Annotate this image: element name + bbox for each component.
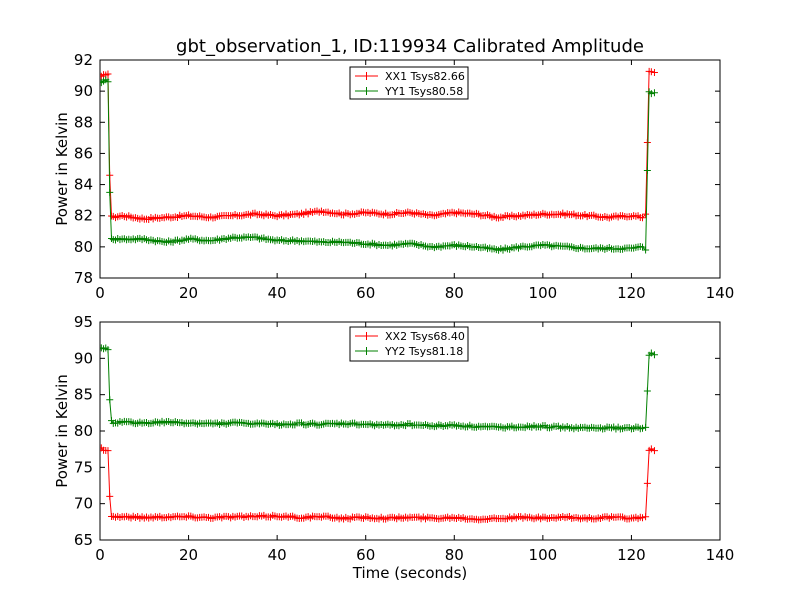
data-point [643, 387, 651, 395]
x-tick-label: 120 [617, 284, 646, 302]
x-tick-label: 80 [445, 546, 464, 564]
x-tick-label: 100 [529, 284, 558, 302]
y-tick-label: 95 [74, 313, 93, 331]
data-point [104, 70, 112, 78]
x-tick-label: 20 [179, 284, 198, 302]
legend: XX1 Tsys82.66 YY1 Tsys80.58 [349, 66, 469, 100]
data-point [650, 89, 658, 97]
data-point [650, 447, 658, 455]
y-tick-label: 80 [74, 422, 93, 440]
legend-label: YY1 Tsys80.58 [384, 85, 463, 98]
y-tick-label: 80 [74, 238, 93, 256]
data-point [647, 349, 655, 357]
x-tick-label: 140 [706, 284, 735, 302]
data-point [642, 246, 650, 254]
y-tick-label: 90 [74, 82, 93, 100]
data-point [647, 68, 655, 76]
data-point [104, 447, 112, 455]
data-point [104, 346, 112, 354]
data-point [639, 424, 646, 432]
y-tick-label: 90 [74, 349, 93, 367]
legend-box [349, 326, 469, 362]
y-tick-label: 70 [74, 495, 93, 513]
y-tick-label: 65 [74, 531, 93, 549]
y-tick-label: 84 [74, 176, 93, 194]
legend-label: XX1 Tsys82.66 [385, 70, 465, 83]
series-markers-1 [100, 67, 658, 224]
series-group [100, 344, 658, 524]
y-tick-label: 78 [74, 269, 93, 287]
series-markers-2 [100, 344, 658, 433]
x-tick-label: 0 [95, 546, 105, 564]
y-tick-label: 92 [74, 51, 93, 69]
x-tick-label: 40 [268, 546, 287, 564]
data-point [643, 139, 651, 147]
chart-title: gbt_observation_1, ID:119934 Calibrated … [176, 36, 644, 57]
y-axis-label: Power in Kelvin [53, 112, 71, 226]
legend-label: YY2 Tsys81.18 [384, 345, 463, 358]
series-markers-1 [100, 444, 658, 524]
x-tick-label: 60 [356, 546, 375, 564]
data-point [104, 78, 112, 86]
data-point [108, 234, 116, 242]
data-point [642, 423, 650, 431]
data-point [639, 214, 646, 222]
data-point [647, 90, 655, 98]
legend-label: XX2 Tsys68.40 [385, 330, 465, 343]
x-tick-label: 120 [617, 546, 646, 564]
data-point [650, 351, 658, 359]
legend-swatch-marker [362, 347, 371, 355]
data-point [642, 513, 650, 521]
data-point [106, 492, 114, 500]
x-tick-label: 100 [529, 546, 558, 564]
x-tick-label: 140 [706, 546, 735, 564]
y-tick-label: 85 [74, 386, 93, 404]
data-point [650, 68, 658, 76]
data-point [106, 188, 114, 196]
legend-swatch-marker [362, 332, 371, 340]
data-point [639, 514, 646, 522]
data-point [643, 167, 651, 175]
legend: XX2 Tsys68.40 YY2 Tsys81.18 [349, 326, 469, 362]
data-point [642, 210, 650, 218]
top-subplot: 0 20 40 60 80 100 120 140 78 80 82 84 86 88 90 92 Power … [53, 51, 734, 302]
y-tick-label: 82 [74, 207, 93, 225]
y-tick-label: 88 [74, 113, 93, 131]
x-tick-label: 20 [179, 546, 198, 564]
data-point [643, 479, 651, 487]
x-tick-label: 0 [95, 284, 105, 302]
x-tick-label: 40 [268, 284, 287, 302]
y-tick-label: 75 [74, 458, 93, 476]
x-tick-label: 80 [445, 284, 464, 302]
axes-frame [99, 59, 721, 279]
series-group [100, 67, 658, 254]
bottom-subplot: 0 20 40 60 80 100 120 140 65 70 75 80 85 90 95 Power in… [53, 313, 734, 582]
y-tick-label: 86 [74, 144, 93, 162]
legend-box [349, 66, 469, 100]
legend-swatch-marker [362, 72, 371, 80]
legend-swatch-marker [362, 87, 371, 95]
y-axis-label: Power in Kelvin [53, 374, 71, 488]
data-point [106, 396, 114, 404]
x-axis-label: Time (seconds) [352, 564, 468, 582]
x-tick-label: 60 [356, 284, 375, 302]
data-point [647, 445, 655, 453]
series-markers-2 [100, 76, 658, 254]
